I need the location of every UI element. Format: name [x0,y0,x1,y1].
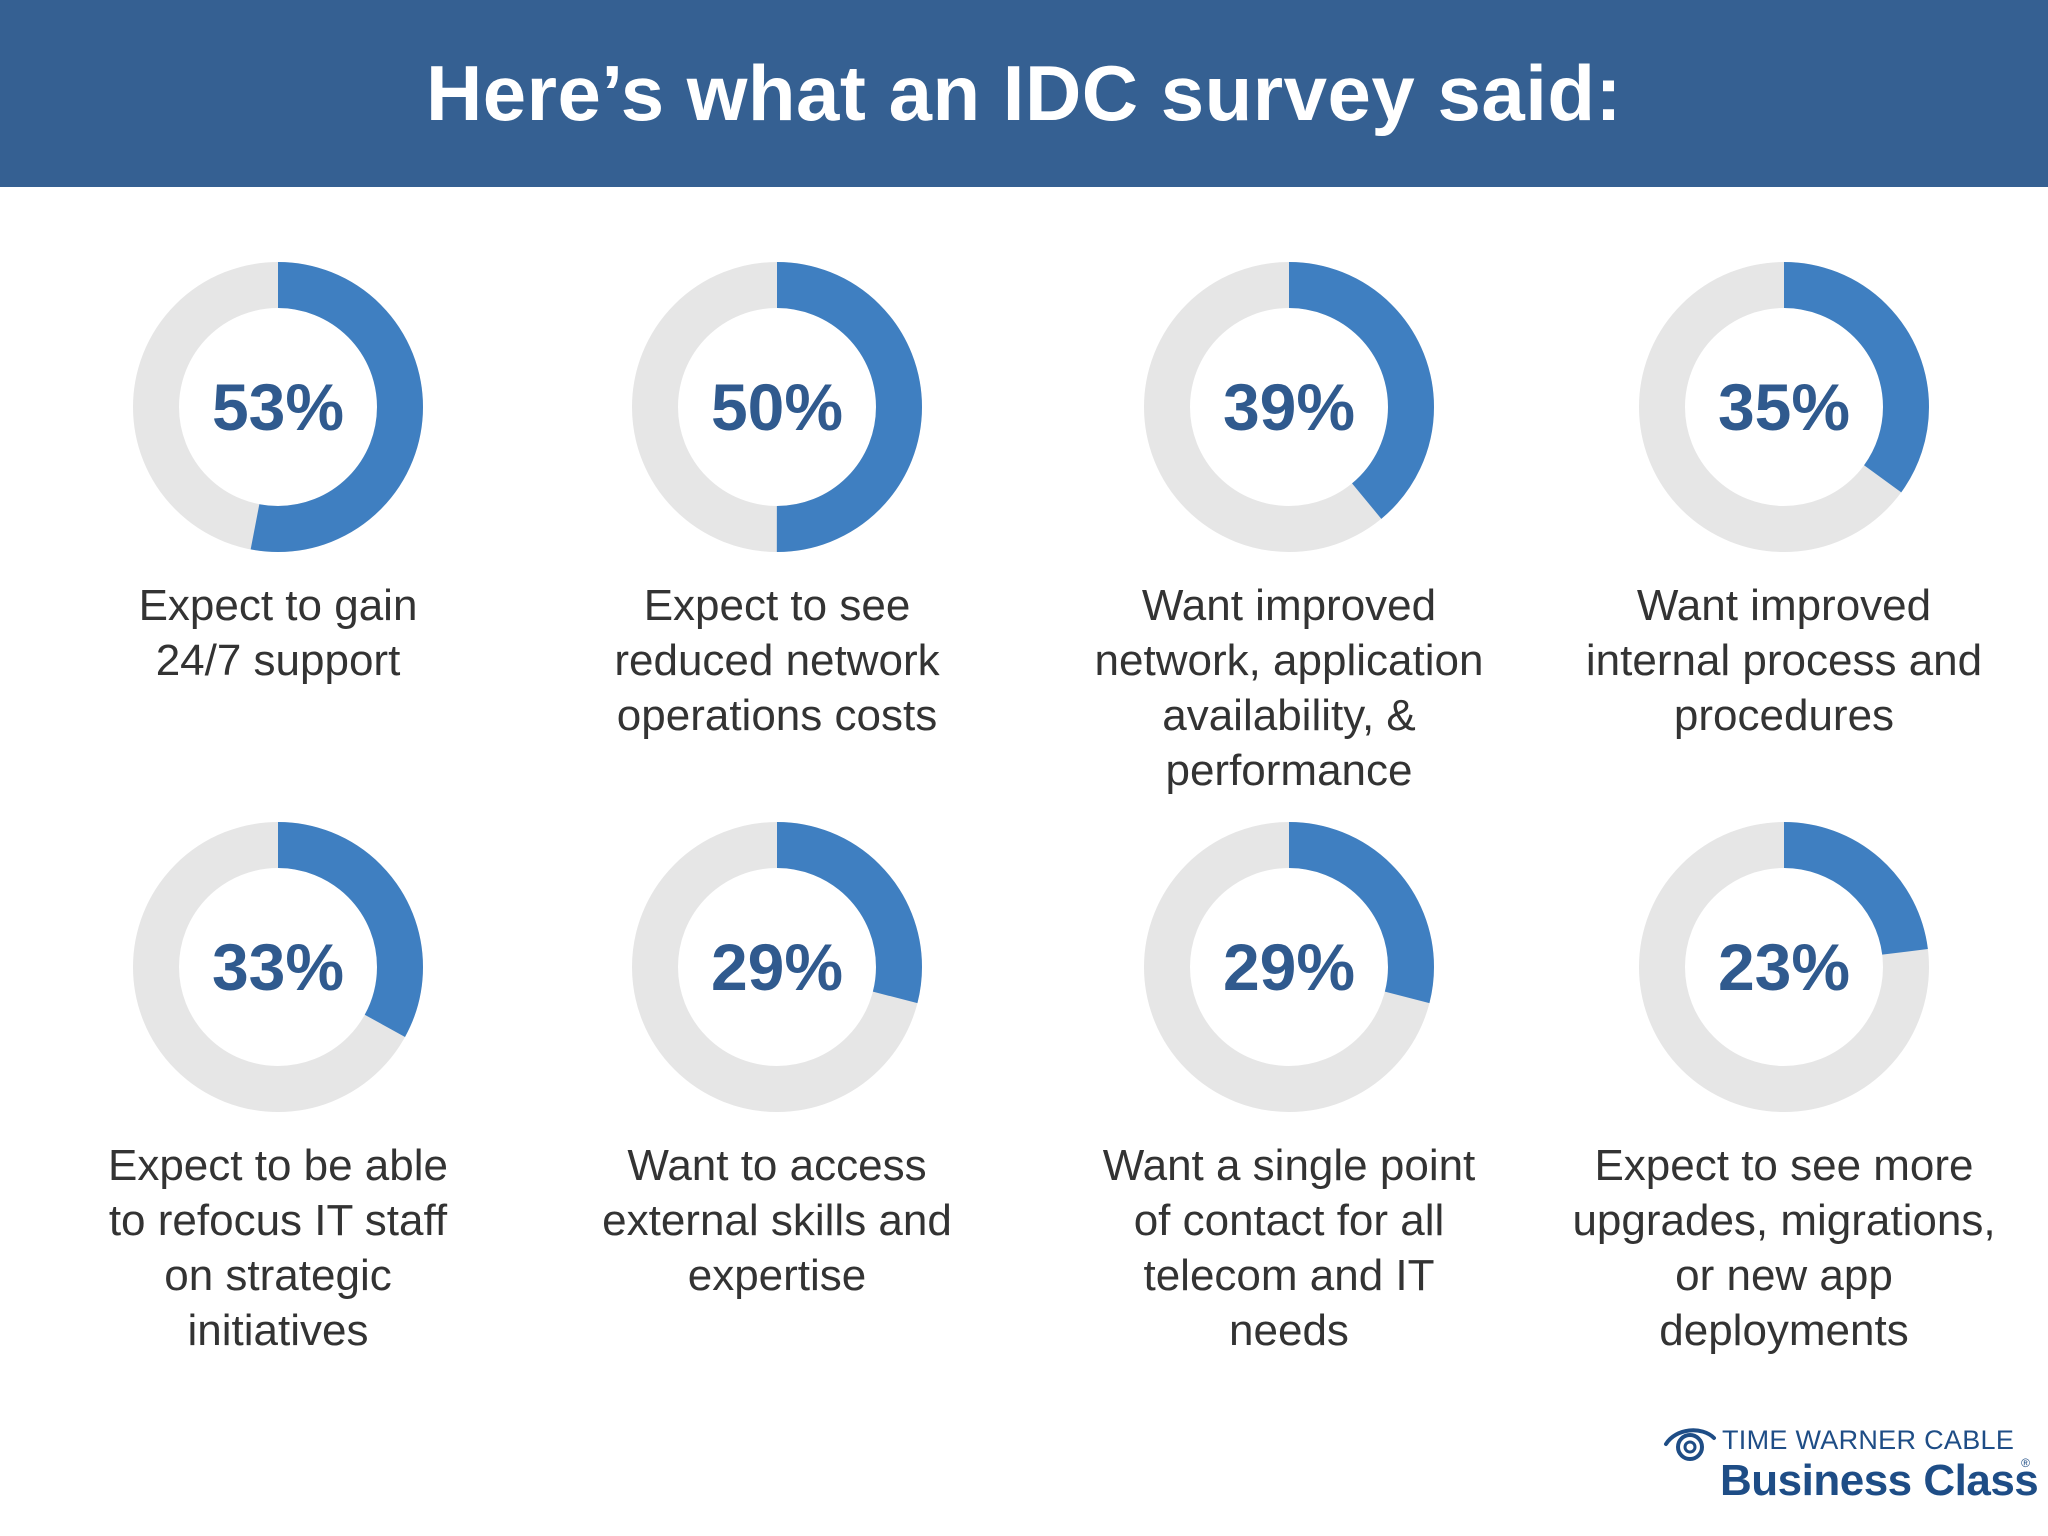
donut-chart: 29% [1144,822,1434,1112]
logo-registered: ® [2021,1456,2030,1470]
donut-caption: Want a single point of contact for all tel… [1039,1138,1539,1358]
donut-caption: Expect to be able to refocus IT staff on s… [28,1138,528,1358]
donut-chart: 50% [632,262,922,552]
caption-line: availability, & [1162,691,1416,740]
donut-percent-label: 50% [711,370,843,444]
donut-value-arc [133,262,423,552]
page-title: Here’s what an IDC survey said: [425,49,1623,137]
header-banner: Here’s what an IDC survey said: [0,0,2048,187]
donut-value-arc [133,822,423,1112]
caption-line: expertise [687,1251,867,1300]
caption-line: internal process and [1585,636,1983,685]
caption-line: to refocus IT staff [108,1196,448,1245]
caption-line: on strategic [164,1251,392,1300]
caption-line: network, application [1094,636,1484,685]
caption-line: procedures [1673,691,1895,740]
donut-chart: 53% [133,262,423,552]
caption-line: telecom and IT [1143,1251,1435,1300]
caption-line: needs [1229,1306,1349,1355]
donut-percent-label: 29% [711,930,843,1004]
caption-line: Expect to see more [1594,1141,1974,1190]
donut-chart: 29% [632,822,922,1112]
brand-logo: TIME WARNER CABLE Business Class ® [1660,1418,2039,1518]
caption-line: Expect to be able [107,1141,448,1190]
donut-caption: Want improved internal process and procedu… [1534,578,2034,743]
caption-line: deployments [1659,1306,1909,1355]
donut-caption: Want to access external skills and experti… [527,1138,1027,1303]
donut-caption: Expect to see reduced network operations c… [527,578,1027,743]
logo-line2: Business Class [1720,1456,2039,1505]
caption-line: of contact for all [1133,1196,1445,1245]
caption-line: 24/7 support [155,636,401,685]
caption-line: reduced network [614,636,940,685]
donut-value-arc [1144,262,1434,552]
caption-line: Want a single point [1102,1141,1476,1190]
caption-line: operations costs [616,691,938,740]
donut-value-arc [1144,822,1434,1112]
caption-line: Want improved [1141,581,1437,630]
tw-eye-icon [1664,1428,1716,1461]
caption-line: Expect to see [643,581,911,630]
donut-percent-label: 23% [1718,930,1850,1004]
donut-percent-label: 39% [1223,370,1355,444]
caption-line: external skills and [602,1196,952,1245]
donut-chart: 35% [1639,262,1929,552]
caption-line: performance [1165,746,1413,795]
donut-value-arc [1639,822,1929,1112]
donut-value-arc [632,262,922,552]
donut-caption: Expect to see more upgrades, migrations, o… [1534,1138,2034,1358]
donut-caption: Expect to gain 24/7 support [28,578,528,688]
donut-value-arc [1639,262,1929,552]
caption-line: Want to access [627,1141,927,1190]
donut-chart: 39% [1144,262,1434,552]
donut-value-arc [632,822,922,1112]
donut-caption: Want improved network, application availab… [1039,578,1539,798]
donut-percent-label: 35% [1718,370,1850,444]
caption-line: initiatives [187,1306,369,1355]
caption-line: Expect to gain [138,581,418,630]
donut-percent-label: 53% [212,370,344,444]
donut-percent-label: 33% [212,930,344,1004]
donut-percent-label: 29% [1223,930,1355,1004]
caption-line: Want improved [1636,581,1932,630]
caption-line: upgrades, migrations, [1572,1196,1996,1245]
donut-chart: 33% [133,822,423,1112]
logo-line1: TIME WARNER CABLE [1722,1425,2015,1455]
donut-chart: 23% [1639,822,1929,1112]
caption-line: or new app [1675,1251,1893,1300]
